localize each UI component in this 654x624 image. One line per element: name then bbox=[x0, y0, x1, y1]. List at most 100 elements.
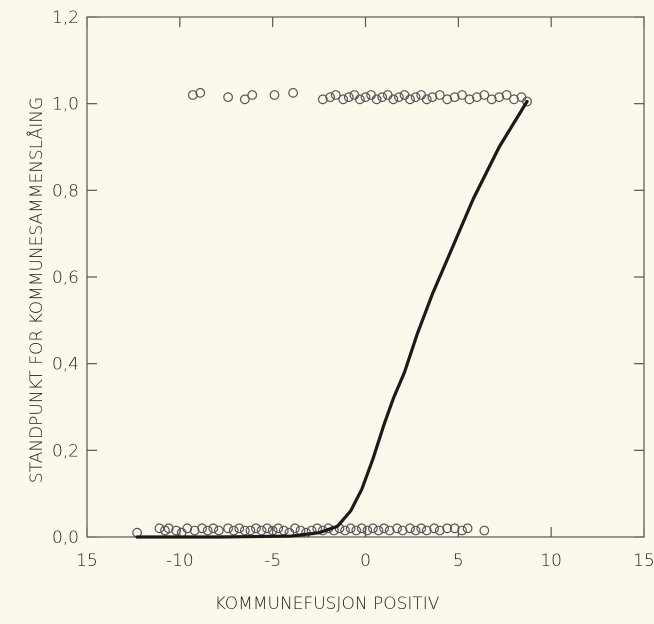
fitted-curve bbox=[135, 99, 529, 539]
data-point bbox=[189, 525, 200, 536]
data-point bbox=[377, 92, 388, 103]
x-tick-label: 10 bbox=[540, 551, 562, 571]
data-point bbox=[522, 96, 532, 107]
x-tick-label: 15 bbox=[633, 551, 654, 571]
data-point bbox=[273, 523, 284, 534]
y-tick-label: 1,0 bbox=[52, 95, 79, 115]
data-point bbox=[516, 92, 527, 103]
data-point bbox=[290, 523, 300, 534]
data-point bbox=[457, 525, 467, 536]
data-point bbox=[154, 523, 165, 534]
data-point bbox=[362, 525, 373, 536]
x-tick-labels: 15 -10 -5 0 5 10 15 bbox=[76, 551, 654, 571]
plot-frame bbox=[86, 16, 645, 538]
data-point bbox=[247, 90, 258, 100]
data-point bbox=[421, 525, 432, 536]
data-point bbox=[360, 92, 371, 103]
data-point bbox=[410, 92, 421, 103]
x-tick-label: -10 bbox=[166, 551, 194, 571]
data-point bbox=[208, 523, 219, 534]
data-point bbox=[371, 94, 382, 105]
x-tick-label: -5 bbox=[264, 551, 281, 571]
data-point bbox=[355, 94, 365, 105]
data-point bbox=[343, 92, 354, 103]
data-point bbox=[317, 94, 328, 105]
data-point bbox=[234, 523, 245, 534]
data-point bbox=[405, 523, 415, 534]
y-tick-label: 0,2 bbox=[52, 441, 79, 461]
data-point bbox=[245, 525, 256, 536]
data-point bbox=[416, 523, 427, 534]
data-point bbox=[256, 525, 267, 536]
data-point bbox=[410, 525, 421, 536]
data-point bbox=[330, 90, 341, 100]
data-point bbox=[449, 92, 460, 103]
data-point bbox=[434, 525, 445, 536]
data-point bbox=[394, 92, 404, 103]
data-point bbox=[187, 90, 198, 100]
data-point bbox=[405, 94, 415, 105]
data-point bbox=[434, 90, 445, 100]
data-point bbox=[182, 523, 193, 534]
data-point bbox=[262, 523, 272, 534]
data-point bbox=[223, 92, 234, 103]
x-axis-title: KOMMUNEFUSJON POSITIV bbox=[215, 594, 440, 614]
data-point bbox=[472, 92, 482, 103]
data-point bbox=[213, 525, 224, 536]
scatter-points bbox=[132, 87, 532, 538]
data-point bbox=[239, 94, 250, 105]
data-point bbox=[195, 87, 206, 98]
data-point bbox=[416, 90, 427, 100]
data-point bbox=[464, 94, 475, 105]
data-point bbox=[356, 523, 367, 534]
data-point bbox=[269, 90, 280, 100]
data-point bbox=[399, 90, 410, 100]
x-tick-label: 15 bbox=[76, 551, 98, 571]
data-point bbox=[397, 525, 408, 536]
data-point bbox=[171, 525, 182, 536]
data-point bbox=[442, 94, 453, 105]
data-point bbox=[228, 525, 239, 536]
x-tick-label: 5 bbox=[453, 551, 464, 571]
data-point bbox=[288, 87, 298, 98]
data-point bbox=[379, 523, 389, 534]
data-point bbox=[486, 94, 497, 105]
y-tick-label: 0,0 bbox=[52, 528, 79, 548]
data-point bbox=[351, 525, 362, 536]
axis-ticks bbox=[86, 16, 645, 538]
y-tick-label: 0,4 bbox=[52, 355, 79, 375]
data-point bbox=[388, 94, 399, 105]
data-point bbox=[501, 90, 512, 100]
data-point bbox=[427, 92, 438, 103]
data-point bbox=[197, 523, 208, 534]
data-point bbox=[382, 90, 393, 100]
data-point bbox=[392, 523, 402, 534]
data-point bbox=[338, 94, 349, 105]
data-point bbox=[340, 525, 350, 536]
y-tick-label: 0,6 bbox=[52, 268, 79, 288]
data-point bbox=[373, 525, 384, 536]
data-point bbox=[479, 525, 490, 536]
data-point bbox=[421, 94, 432, 105]
data-point bbox=[449, 523, 460, 534]
data-point bbox=[509, 94, 519, 105]
data-point bbox=[325, 92, 336, 103]
data-point bbox=[345, 523, 356, 534]
data-point bbox=[368, 523, 378, 534]
data-point bbox=[202, 525, 213, 536]
data-point bbox=[223, 523, 234, 534]
data-point bbox=[384, 525, 395, 536]
data-point bbox=[163, 523, 174, 534]
data-point bbox=[251, 523, 261, 534]
data-point bbox=[278, 525, 289, 536]
data-point bbox=[457, 90, 467, 100]
data-point bbox=[494, 92, 505, 103]
y-axis-title: STANDPUNKT FOR KOMMUNESAMMENSLÅING bbox=[25, 97, 47, 483]
data-point bbox=[479, 90, 490, 100]
data-point bbox=[442, 523, 453, 534]
data-point bbox=[239, 525, 250, 536]
data-point bbox=[429, 523, 440, 534]
x-tick-label: 0 bbox=[360, 551, 371, 571]
data-point bbox=[349, 90, 360, 100]
